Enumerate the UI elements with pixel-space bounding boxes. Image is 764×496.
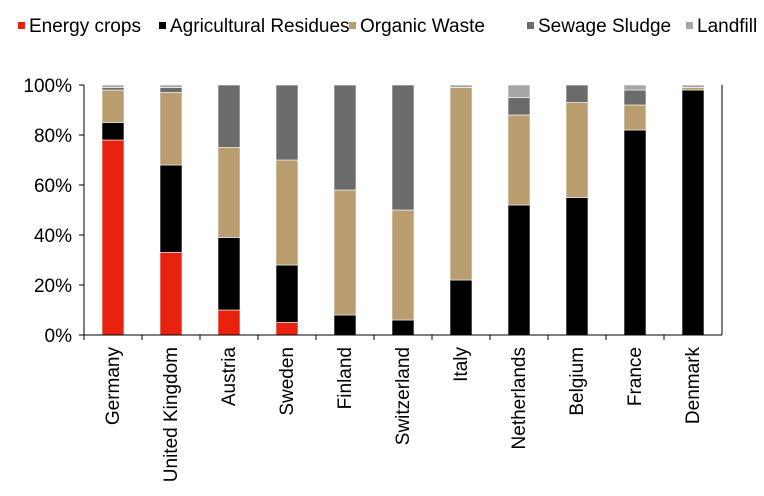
legend-swatch bbox=[686, 22, 693, 29]
bar-segment-landfill bbox=[681, 84, 705, 88]
bar-segment-agricultural-residues bbox=[217, 237, 241, 311]
legend-item-energy-crops: Energy crops bbox=[18, 16, 141, 37]
bar-segment-sewage-sludge bbox=[565, 84, 589, 103]
y-axis-ticks: 0% 20% 40% 60% 80% 100% bbox=[23, 76, 84, 347]
bar-segment-landfill bbox=[101, 84, 125, 88]
bar-segment-sewage-sludge bbox=[507, 97, 531, 116]
bar-segment-landfill bbox=[159, 84, 183, 88]
bar-stack-united-kingdom bbox=[159, 84, 183, 336]
bar-segment-organic-waste bbox=[507, 114, 531, 206]
axes bbox=[83, 85, 723, 336]
bar-segment-organic-waste bbox=[101, 89, 125, 123]
legend-item-landfill: Landfill bbox=[686, 16, 757, 37]
bar-segment-agricultural-residues bbox=[333, 314, 357, 336]
x-tick-label: France bbox=[625, 347, 646, 406]
bar-segment-agricultural-residues bbox=[449, 279, 473, 336]
bar-segment-organic-waste bbox=[275, 159, 299, 266]
bar-segment-agricultural-residues bbox=[565, 197, 589, 336]
bar-segment-organic-waste bbox=[333, 189, 357, 316]
x-tick-label: Italy bbox=[451, 347, 472, 382]
bar-segment-agricultural-residues bbox=[159, 164, 183, 253]
bar-segment-organic-waste bbox=[159, 92, 183, 166]
bar-segment-sewage-sludge bbox=[217, 84, 241, 148]
legend-swatch bbox=[349, 22, 356, 29]
bar-segment-agricultural-residues bbox=[681, 89, 705, 336]
bar-segment-agricultural-residues bbox=[101, 122, 125, 141]
x-tick-label: Sweden bbox=[277, 347, 298, 416]
legend-label: Energy crops bbox=[29, 16, 141, 37]
bar-segment-agricultural-residues bbox=[275, 264, 299, 323]
x-tick-label: Belgium bbox=[567, 347, 588, 416]
x-tick-label: Switzerland bbox=[393, 347, 414, 445]
legend-label: Agricultural Residues bbox=[170, 16, 350, 37]
bar-segment-energy-crops bbox=[217, 309, 241, 336]
bar-stack-belgium bbox=[565, 84, 589, 336]
bar-stack-sweden bbox=[275, 84, 299, 336]
bar-segment-sewage-sludge bbox=[623, 89, 647, 106]
bar-segment-agricultural-residues bbox=[623, 129, 647, 336]
legend-label: Landfill bbox=[697, 16, 757, 37]
x-tick-label: Netherlands bbox=[509, 347, 530, 449]
bar-segment-landfill bbox=[507, 84, 531, 98]
bar-segment-sewage-sludge bbox=[159, 87, 183, 93]
bar-segment-sewage-sludge bbox=[391, 84, 415, 211]
bar-segment-organic-waste bbox=[449, 87, 473, 281]
bar-stack-finland bbox=[333, 84, 357, 336]
bar-segment-sewage-sludge bbox=[275, 84, 299, 161]
x-axis-labels: Germany United Kingdom Austria Sweden Finlan… bbox=[83, 335, 704, 482]
legend-item-organic-waste: Organic Waste bbox=[349, 16, 485, 37]
bar-segment-organic-waste bbox=[681, 87, 705, 91]
bar-stack-germany bbox=[101, 84, 125, 336]
bar-stack-france bbox=[623, 84, 647, 336]
bar-stack-austria bbox=[217, 84, 241, 336]
bar-segment-landfill bbox=[623, 84, 647, 91]
bars bbox=[101, 84, 705, 336]
bar-stack-italy bbox=[449, 84, 473, 336]
bar-stack-denmark bbox=[681, 84, 705, 336]
bar-segment-organic-waste bbox=[565, 102, 589, 198]
y-tick-label: 20% bbox=[34, 276, 72, 297]
y-tick-label: 40% bbox=[34, 226, 72, 247]
legend-item-sewage-sludge: Sewage Sludge bbox=[527, 16, 671, 37]
bar-segment-agricultural-residues bbox=[507, 204, 531, 336]
legend-swatch bbox=[18, 22, 25, 29]
bar-segment-landfill bbox=[449, 84, 473, 88]
bar-segment-energy-crops bbox=[101, 139, 125, 336]
bar-segment-agricultural-residues bbox=[391, 319, 415, 336]
bar-segment-energy-crops bbox=[275, 322, 299, 336]
x-tick-label: Germany bbox=[103, 347, 124, 426]
bar-segment-organic-waste bbox=[623, 104, 647, 131]
legend-label: Sewage Sludge bbox=[538, 16, 671, 37]
x-tick-label: Finland bbox=[335, 347, 356, 409]
x-tick-label: Austria bbox=[219, 347, 240, 407]
x-tick-label: Denmark bbox=[683, 347, 704, 425]
y-tick-label: 80% bbox=[34, 126, 72, 147]
y-tick-label: 100% bbox=[23, 76, 72, 97]
bar-segment-organic-waste bbox=[217, 147, 241, 238]
bar-segment-sewage-sludge bbox=[101, 87, 125, 91]
y-tick-label: 0% bbox=[45, 326, 73, 347]
bar-segment-organic-waste bbox=[391, 209, 415, 321]
legend: Energy crops Agricultural Residues Organic… bbox=[18, 16, 757, 37]
bar-segment-sewage-sludge bbox=[333, 84, 357, 191]
bar-segment-energy-crops bbox=[159, 252, 183, 336]
bar-stack-switzerland bbox=[391, 84, 415, 336]
legend-item-agricultural-residues: Agricultural Residues bbox=[159, 16, 350, 37]
y-tick-label: 60% bbox=[34, 176, 72, 197]
x-tick-label: United Kingdom bbox=[161, 347, 182, 482]
legend-label: Organic Waste bbox=[360, 16, 485, 37]
bar-stack-netherlands bbox=[507, 84, 531, 336]
legend-swatch bbox=[527, 22, 534, 29]
legend-swatch bbox=[159, 22, 166, 29]
